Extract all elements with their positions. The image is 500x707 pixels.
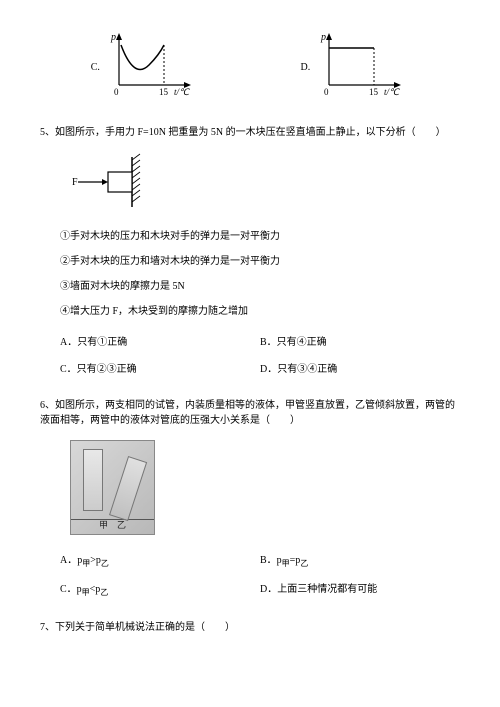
q5-s2: ②手对木块的压力和墙对木块的弹力是一对平衡力 [60,254,460,269]
q6-opt-b: B．p甲=p乙 [260,553,460,570]
q5-s3: ③墙面对木块的摩擦力是 5N [60,279,460,294]
q5-s1: ①手对木块的压力和木块对手的弹力是一对平衡力 [60,229,460,244]
graph-c-xaxis: t/℃ [174,87,190,97]
graph-c-svg: p 0 15 t/℃ [104,30,199,100]
q5-s4: ④增大压力 F，木块受到的摩擦力随之增加 [60,304,460,319]
q5-opt-b: B．只有④正确 [260,335,460,350]
graph-d-yaxis: p [320,32,326,43]
q5-opt-c: C．只有②③正确 [60,362,260,377]
q5-opt-a: A．只有①正确 [60,335,260,350]
graph-d-label: D. [300,60,310,100]
graph-c-origin: 0 [114,87,119,97]
q5-options: A．只有①正确 B．只有④正确 C．只有②③正确 D．只有③④正确 [60,329,460,383]
q6-opt-d: D．上面三种情况都有可能 [260,582,460,599]
q5-text: 5、如图所示，手用力 F=10N 把重量为 5N 的一木块压在竖直墙面上静止，以… [40,125,460,140]
graph-c-xtick: 15 [159,87,169,97]
q6-options: A．p甲>p乙 B．p甲=p乙 C．p甲<p乙 D．上面三种情况都有可能 [60,547,460,605]
q6-text: 6、如图所示，两支相同的试管，内装质量相等的液体，甲管竖直放置，乙管倾斜放置，两… [40,398,460,428]
graph-c-label: C. [91,60,100,100]
graph-d-origin: 0 [324,87,329,97]
graph-c: C. p 0 15 t/℃ [91,30,199,100]
graph-d-svg: p 0 15 t/℃ [314,30,409,100]
q5-figure: F [70,152,460,217]
q5-opt-d: D．只有③④正确 [260,362,460,377]
q6-opt-a: A．p甲>p乙 [60,553,260,570]
q5-f-label: F [72,177,78,188]
graph-d: D. p 0 15 t/℃ [300,30,409,100]
graph-d-xaxis: t/℃ [384,87,400,97]
q6-caption: 甲 乙 [71,519,154,533]
q6-figure: 甲 乙 [70,440,155,535]
graph-d-xtick: 15 [369,87,379,97]
q6-opt-c: C．p甲<p乙 [60,582,260,599]
q7-text: 7、下列关于简单机械说法正确的是（ ） [40,620,460,635]
graph-c-yaxis: p [110,32,116,43]
graphs-row: C. p 0 15 t/℃ D. p 0 [40,30,460,100]
